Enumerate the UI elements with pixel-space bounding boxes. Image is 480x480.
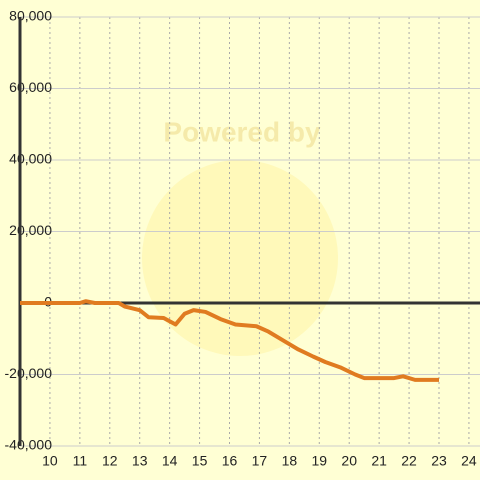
x-tick-label: 21 bbox=[371, 453, 387, 469]
y-tick-label: -20,000 bbox=[5, 365, 53, 381]
watermark: Powered by bbox=[163, 116, 321, 147]
y-tick-label: 20,000 bbox=[9, 222, 52, 238]
x-tick-label: 23 bbox=[431, 453, 447, 469]
x-tick-label: 22 bbox=[401, 453, 417, 469]
y-tick-label: 40,000 bbox=[9, 151, 52, 167]
line bbox=[20, 299, 439, 382]
x-tick-label: 17 bbox=[252, 453, 268, 469]
x-tick-label: 18 bbox=[282, 453, 298, 469]
x-tick-label: 19 bbox=[311, 453, 327, 469]
y-tick-label: 60,000 bbox=[9, 79, 52, 95]
x-tick-label: 20 bbox=[341, 453, 357, 469]
x-tick-label: 12 bbox=[102, 453, 118, 469]
x-tick-label: 16 bbox=[222, 453, 238, 469]
x-tick-label: 14 bbox=[162, 453, 178, 469]
y-tick-label: -40,000 bbox=[5, 437, 53, 453]
x-tick-label: 24 bbox=[461, 453, 477, 469]
x-tick-label: 13 bbox=[132, 453, 148, 469]
x-tick-label: 11 bbox=[73, 453, 88, 469]
y-tick-label: 80,000 bbox=[9, 8, 52, 24]
x-tick-label: 15 bbox=[192, 453, 208, 469]
x-tick-label: 10 bbox=[42, 453, 58, 469]
